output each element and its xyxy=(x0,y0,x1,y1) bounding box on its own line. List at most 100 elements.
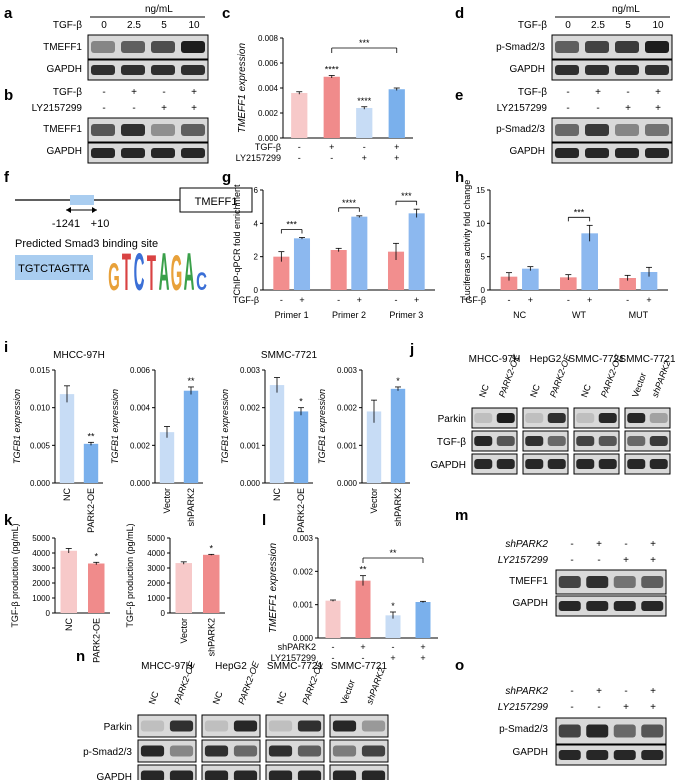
blot-n-band xyxy=(268,745,293,757)
row-label: TGF-β xyxy=(518,87,547,98)
sign: - xyxy=(332,642,335,652)
band-label: TGF-β xyxy=(437,437,466,448)
blot-b-tmeff1-band xyxy=(181,124,205,136)
y-tick-label: 0 xyxy=(161,609,166,618)
position-label: -1241 xyxy=(52,218,80,230)
y-tick-label: 0.000 xyxy=(258,134,279,143)
band-label: GAPDH xyxy=(46,146,82,157)
block-title: SMMC-7721 xyxy=(619,354,675,365)
bar xyxy=(159,432,175,483)
y-axis-label: Luciferase activity fold change xyxy=(462,180,472,301)
logo-letter: T xyxy=(122,244,131,303)
sign: + xyxy=(390,653,395,663)
band-label: p-Smad2/3 xyxy=(496,124,545,135)
sign: + xyxy=(528,295,533,305)
blot-d-psmad-band xyxy=(555,41,579,53)
y-tick-label: 0.005 xyxy=(30,441,51,450)
lane-label: NC xyxy=(477,383,491,399)
panel-letter: n xyxy=(76,648,85,665)
sign: - xyxy=(566,87,569,98)
sign: + xyxy=(650,539,656,550)
lane-label: NC xyxy=(579,383,593,399)
panel-letter: h xyxy=(455,169,464,186)
bar xyxy=(323,76,340,138)
logo-letter: C xyxy=(196,268,207,296)
band-label: TMEFF1 xyxy=(509,576,548,587)
blot-e-psmad-band xyxy=(585,124,609,136)
logo-letter: A xyxy=(159,244,170,303)
category-label: Vector xyxy=(179,618,189,644)
dose-label: 2.5 xyxy=(591,20,605,31)
sign: - xyxy=(624,686,627,697)
sign: - xyxy=(362,653,365,663)
blot-b-gapdh-band xyxy=(181,148,205,158)
logo-letter: T xyxy=(147,244,156,301)
row-label: TGF-β xyxy=(460,295,486,305)
blot-j-band xyxy=(627,436,646,446)
row-label: TGF-β xyxy=(255,142,281,152)
blot-e-gapdh-band xyxy=(555,148,579,158)
category-label: shPARK2 xyxy=(393,488,403,526)
y-tick-label: 0.000 xyxy=(130,479,151,488)
group-label: Primer 3 xyxy=(389,310,423,320)
sign: - xyxy=(597,555,600,566)
blot-d-gapdh-band xyxy=(615,65,639,75)
blot-n-band xyxy=(204,770,229,780)
sign: - xyxy=(363,142,366,152)
sign: + xyxy=(161,103,167,114)
dose-label: 10 xyxy=(652,20,664,31)
row-label: LY2157299 xyxy=(498,702,549,713)
sign: + xyxy=(414,295,419,305)
blot-o-psmad-band xyxy=(613,724,636,738)
band-label: TMEFF1 xyxy=(43,124,82,135)
y-tick-label: 0.010 xyxy=(30,404,51,413)
y-tick-label: 10 xyxy=(476,219,485,228)
blot-b-gapdh-frame xyxy=(87,142,209,164)
dose-label: 0 xyxy=(101,20,107,31)
blot-b-tmeff1-band xyxy=(121,124,145,136)
panel-letter: o xyxy=(455,657,464,674)
blot-a-tmeff1-band xyxy=(151,41,175,53)
row-label: LY2157299 xyxy=(236,153,281,163)
sign: + xyxy=(646,295,651,305)
blot-n-band xyxy=(268,720,293,732)
blot-b-gapdh-band xyxy=(121,148,145,158)
bar xyxy=(59,394,75,483)
sign: - xyxy=(596,103,599,114)
sign: - xyxy=(280,295,283,305)
sign: - xyxy=(507,295,510,305)
sign: + xyxy=(191,103,197,114)
group-label: MUT xyxy=(629,310,649,320)
group-label: Primer 2 xyxy=(332,310,366,320)
blot-m-gapdh-band xyxy=(586,601,609,611)
lane-label: shPARK2 xyxy=(364,666,387,705)
logo-letter: G xyxy=(171,244,183,301)
dose-label: 5 xyxy=(625,20,631,31)
band-label: GAPDH xyxy=(96,772,132,780)
group-label: NC xyxy=(513,310,526,320)
blot-b-gapdh-band xyxy=(91,148,115,158)
sign: - xyxy=(102,87,105,98)
y-axis-label: TGF-β production (pg/mL) xyxy=(125,523,135,627)
sign: - xyxy=(332,653,335,663)
logo-letter: C xyxy=(134,244,145,303)
significance: *** xyxy=(286,220,297,230)
sign: + xyxy=(650,686,656,697)
y-tick-label: 0.006 xyxy=(130,366,151,375)
panel-letter: f xyxy=(4,169,10,186)
sign: + xyxy=(596,539,602,550)
significance: **** xyxy=(342,198,357,208)
y-tick-label: 0.004 xyxy=(258,84,279,93)
bar xyxy=(408,213,425,290)
blot-a-gapdh-band xyxy=(151,65,175,75)
category-label: NC xyxy=(64,618,74,631)
sign: + xyxy=(394,142,399,152)
blot-n-band xyxy=(140,745,165,757)
y-tick-label: 0.000 xyxy=(240,479,261,488)
y-tick-label: 3000 xyxy=(32,564,50,573)
block-title: SMMC-7721 xyxy=(568,354,625,365)
bar xyxy=(175,563,192,613)
bar xyxy=(330,250,347,290)
bar xyxy=(351,216,368,290)
sign: - xyxy=(102,103,105,114)
